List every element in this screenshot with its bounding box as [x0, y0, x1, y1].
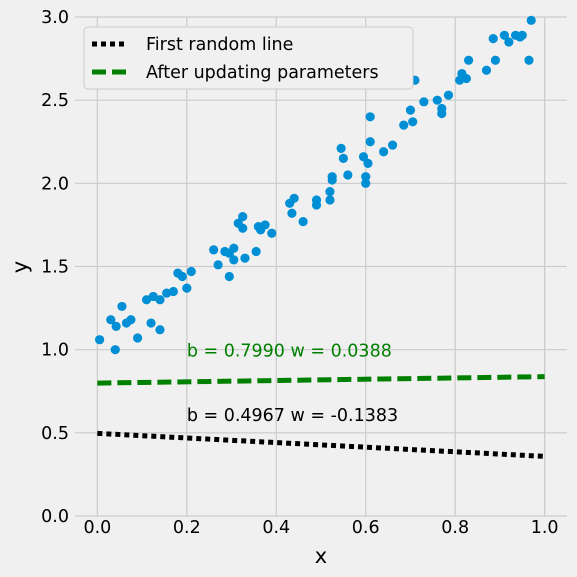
scatter-point [155, 295, 165, 305]
x-tick-label: 0.2 [173, 518, 201, 538]
y-tick-label: 2.0 [41, 174, 69, 194]
scatter-point [419, 97, 429, 107]
annotations: b = 0.4967 w = -0.1383 b = 0.7990 w = 0.0… [187, 341, 398, 426]
scatter-point [461, 73, 471, 84]
scatter-point [110, 345, 120, 355]
scatter-point [311, 200, 322, 210]
legend-label-first-random-line: First random line [146, 35, 293, 55]
scatter-point [224, 271, 234, 282]
first-random-line [97, 430, 545, 459]
scatter-point [186, 266, 196, 277]
scatter-point [488, 34, 498, 44]
y-tick-label: 3.0 [41, 8, 69, 28]
scatter-point [238, 223, 248, 233]
scatter-point [336, 143, 346, 154]
x-axis-label: x [315, 544, 327, 568]
scatter-point [499, 30, 509, 40]
scatter-point [251, 246, 261, 257]
scatter-point [298, 216, 308, 227]
y-tick-label: 2.5 [41, 91, 69, 111]
scatter-point [106, 315, 116, 325]
y-tick-label: 0.0 [41, 507, 69, 527]
x-tick-labels: 0.0 0.2 0.4 0.6 0.8 1.0 [83, 518, 558, 538]
scatter-point [365, 137, 375, 147]
x-tick-label: 0.4 [262, 518, 290, 538]
scatter-point [387, 140, 398, 150]
updated-parameters-line [97, 374, 545, 386]
scatter-point [325, 195, 335, 205]
scatter-point [481, 65, 492, 75]
model-lines [97, 374, 545, 459]
scatter-point [437, 103, 447, 114]
scatter-point [213, 260, 223, 270]
scatter-point [146, 318, 156, 328]
y-tick-label: 1.0 [41, 341, 69, 361]
scatter-point [361, 178, 371, 188]
scatter-point [504, 37, 514, 47]
x-tick-label: 1.0 [531, 518, 559, 538]
scatter-point [155, 325, 165, 335]
x-tick-label: 0.6 [352, 518, 380, 538]
scatter-points [95, 15, 536, 355]
scatter-point [490, 55, 501, 65]
scatter-point [526, 15, 536, 25]
scatter-point [524, 55, 534, 65]
scatter-point [343, 170, 353, 180]
scatter-point [443, 90, 454, 100]
scatter-point [365, 112, 375, 122]
scatter-point [361, 172, 371, 182]
scatter-point [238, 212, 248, 222]
parameter-annotation: b = 0.4967 w = -0.1383 [187, 406, 398, 426]
x-tick-label: 0.8 [441, 518, 469, 538]
scatter-point [379, 147, 389, 157]
scatter-point [117, 301, 127, 312]
scatter-point [405, 105, 416, 115]
legend-box [83, 26, 414, 90]
scatter-point [168, 286, 178, 297]
scatter-point [517, 30, 527, 40]
scatter-point [325, 187, 335, 197]
parameter-annotation: b = 0.7990 w = 0.0388 [187, 341, 392, 361]
scatter-point [182, 283, 192, 293]
scatter-point [95, 335, 105, 345]
y-axis-label: y [8, 261, 32, 273]
scatter-point [363, 158, 373, 168]
scatter-point [408, 117, 418, 127]
scatter-point [327, 175, 337, 185]
y-tick-labels: 0.0 0.5 1.0 1.5 2.0 2.5 3.0 [41, 8, 69, 527]
scatter-point [399, 120, 409, 130]
legend-label-after-updating: After updating parameters [146, 63, 379, 83]
scatter-point [229, 255, 239, 265]
scatter-point [209, 245, 219, 255]
scatter-point [464, 55, 474, 65]
x-tick-label: 0.0 [83, 518, 111, 538]
scatter-point [177, 271, 187, 282]
scatter-point [289, 193, 299, 203]
scatter-point [111, 321, 121, 331]
legend: First random line After updating paramet… [83, 26, 414, 90]
scatter-point [432, 95, 442, 105]
scatter-point [287, 208, 297, 218]
scatter-point [240, 253, 250, 263]
scatter-point [133, 333, 143, 343]
y-tick-label: 0.5 [41, 424, 69, 444]
scatter-point [267, 228, 277, 238]
scatter-point [358, 152, 369, 162]
y-tick-label: 1.5 [41, 258, 69, 278]
scatter-point [126, 315, 136, 325]
grid [75, 16, 567, 517]
scatter-point [260, 220, 270, 230]
scatter-point [338, 153, 348, 163]
scatter-point [229, 243, 239, 253]
